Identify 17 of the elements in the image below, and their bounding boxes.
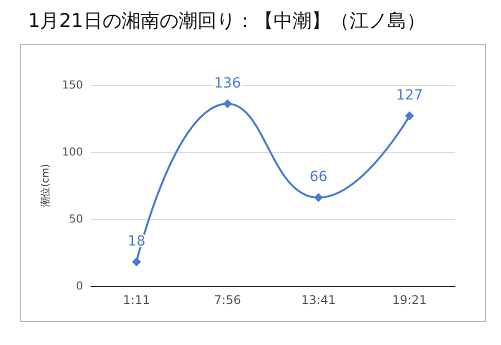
y-axis-title: 潮位(cm) <box>40 164 52 208</box>
point <box>132 257 141 266</box>
y-tick-label: 50 <box>69 212 83 226</box>
x-tick-label: 7:56 <box>214 293 241 307</box>
y-tick-label: 100 <box>62 146 83 158</box>
point <box>405 111 414 120</box>
x-tick-label: 13:41 <box>301 293 336 307</box>
data-label: 136 <box>214 75 241 92</box>
y-tick-label: 150 <box>62 78 83 92</box>
y-tick-label: 0 <box>76 280 83 292</box>
chart-title: 1月21日の湘南の潮回り：【中潮】（江ノ島） <box>28 9 426 34</box>
point <box>223 99 232 108</box>
data-label: 127 <box>396 87 423 104</box>
data-label: 66 <box>310 169 328 186</box>
x-tick-label: 19:21 <box>392 293 427 307</box>
x-tick-label: 1:11 <box>123 293 150 307</box>
point <box>314 193 323 202</box>
